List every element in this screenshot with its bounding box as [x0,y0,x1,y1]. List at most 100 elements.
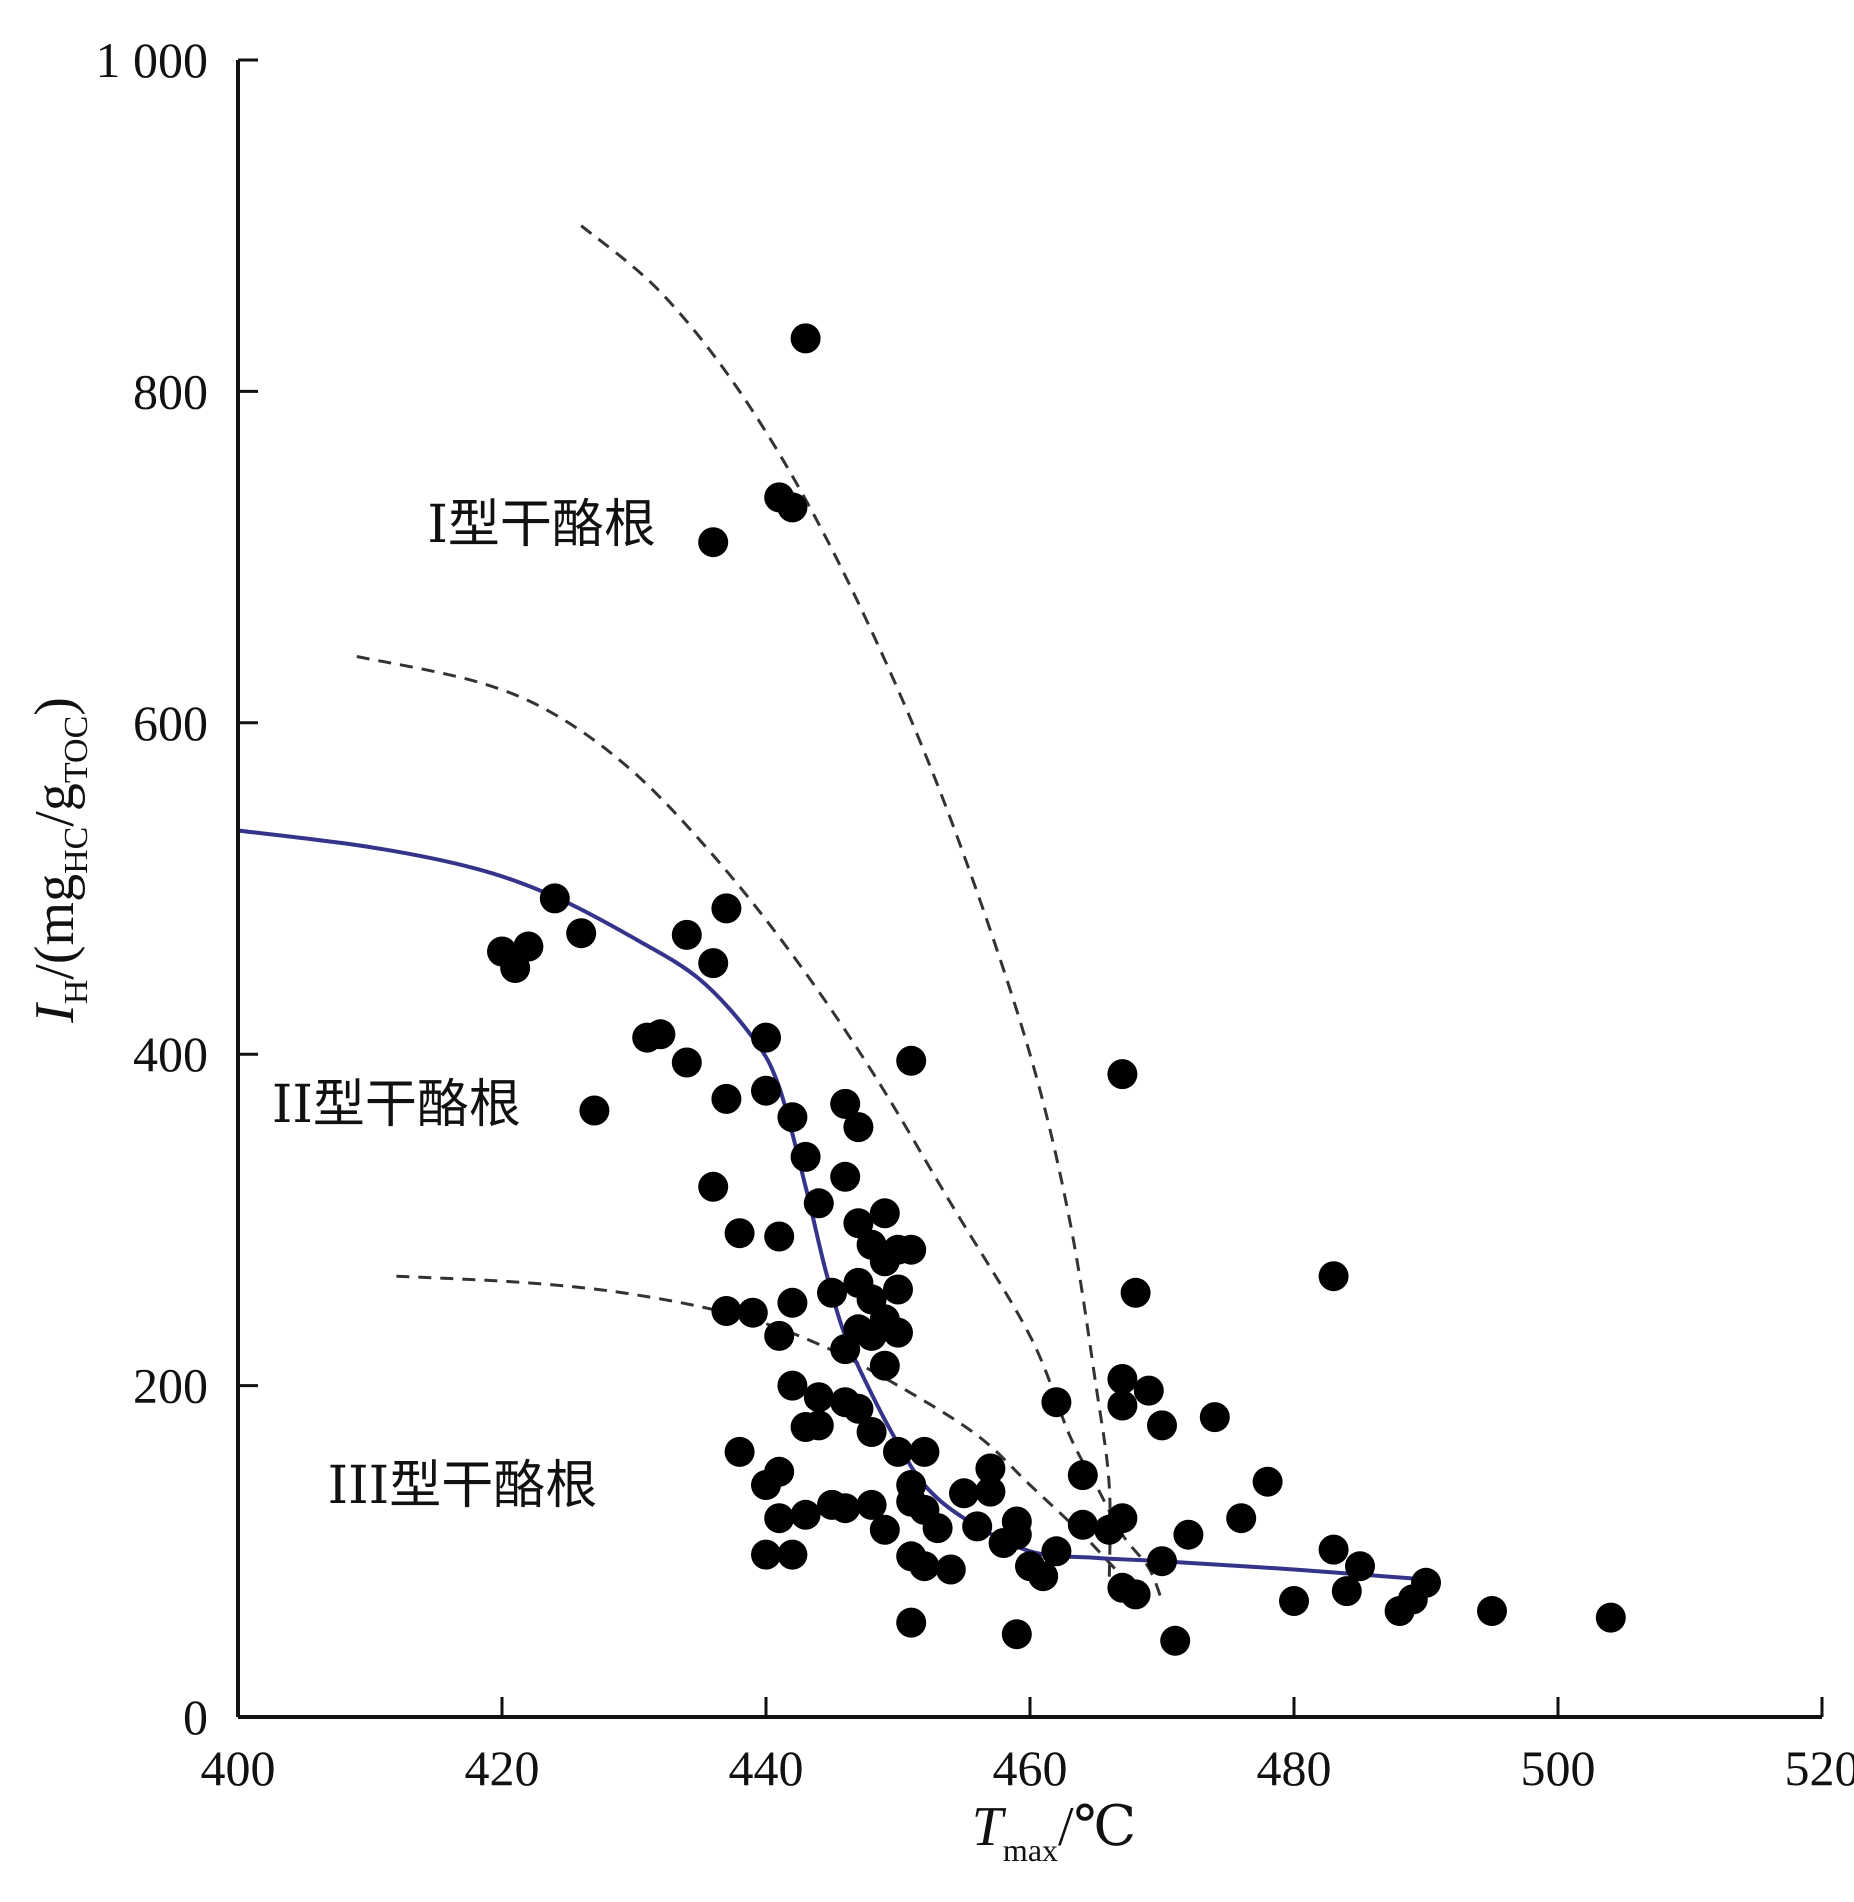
data-point [790,323,821,354]
data-point [724,1218,755,1249]
data-point [1120,1579,1151,1610]
data-point [1595,1602,1626,1633]
data-point [1199,1402,1230,1433]
x-tick-label: 440 [729,1740,804,1796]
data-point [1067,1460,1098,1491]
data-point [1477,1596,1507,1626]
data-point [1279,1586,1309,1616]
data-point [1133,1375,1164,1406]
data-point [975,1476,1006,1507]
data-point [883,1436,913,1467]
x-tick-label: 520 [1785,1740,1854,1796]
data-point [764,1320,795,1351]
y-tick-label: 1 000 [96,32,209,88]
data-point [843,1393,874,1424]
data-point [790,1499,821,1530]
data-point [790,1141,821,1172]
data-point [566,918,597,949]
y-tick-label: 800 [133,363,208,419]
data-point [922,1513,953,1544]
y-axis-title: IH/(mgHC/gTOC) [24,697,95,1024]
data-point [1041,1387,1072,1418]
x-tick-label: 400 [201,1740,276,1796]
data-point [1173,1519,1204,1550]
data-point [856,1417,887,1447]
data-point [909,1436,940,1467]
data-point [1107,1503,1138,1534]
data-point [1107,1364,1138,1394]
data-point [764,1503,795,1534]
region-label-3: III型干酪根 [328,1456,598,1516]
data-point [869,1514,900,1545]
data-point [711,1083,742,1114]
data-point [777,1102,808,1133]
data-point [671,919,702,950]
data-point [777,1287,808,1318]
data-point [1001,1506,1032,1537]
axes: 400 420 440 460 480 500 520 0 200 400 600 800 1 000 [96,32,1854,1796]
data-point [843,1112,874,1143]
data-point [909,1551,940,1582]
data-point [803,1188,834,1219]
data-point [1107,1059,1138,1090]
data-point [1226,1503,1257,1534]
data-point [1345,1551,1375,1582]
data-point [1318,1534,1349,1565]
data-point [962,1511,993,1542]
data-point [896,1607,927,1638]
boundary-lines [356,224,1164,1602]
data-point [751,1539,781,1570]
x-tick-label: 420 [465,1740,540,1796]
data-point [1331,1576,1362,1607]
data-point [856,1489,887,1520]
data-point [500,953,531,983]
x-tick-label: 460 [993,1740,1068,1796]
data-point [935,1554,966,1585]
data-point [817,1277,847,1308]
data-point [843,1314,874,1345]
data-point [711,893,742,924]
data-point [698,1171,729,1202]
data-point [777,492,808,523]
data-point [698,527,729,558]
data-point [1160,1625,1191,1656]
data-point [883,1274,913,1305]
data-point [539,883,570,914]
data-point [883,1317,913,1348]
data-points [487,323,1626,1656]
data-point [671,1047,702,1078]
region-label-1: I型干酪根 [427,495,656,555]
data-point [975,1453,1006,1484]
data-point [830,1161,861,1192]
x-tick-label: 500 [1521,1740,1596,1796]
data-point [1001,1619,1032,1650]
data-point [896,1045,927,1076]
x-axis-title: Tmax/℃ [972,1796,1136,1868]
data-point [751,1075,781,1106]
y-tick-label: 400 [133,1026,208,1082]
data-point [1028,1561,1059,1592]
boundary-line-2 [356,655,1164,1602]
data-point [1147,1546,1177,1577]
data-point [1041,1536,1072,1567]
data-point [764,1456,795,1487]
data-point [1411,1567,1441,1598]
data-point [803,1382,834,1413]
data-point [579,1095,610,1126]
data-point [896,1234,927,1265]
data-point [1318,1261,1349,1292]
data-point [1107,1390,1138,1421]
boundary-line-1 [580,224,1112,1585]
region-labels: I型干酪根 II型干酪根 III型干酪根 [272,495,656,1516]
data-point [711,1296,742,1326]
data-point [777,1539,808,1570]
data-point [869,1198,900,1229]
data-point [1067,1509,1098,1540]
data-point [803,1410,834,1441]
data-point [777,1370,808,1401]
data-point [698,948,729,979]
data-point [513,931,544,962]
region-label-2: II型干酪根 [272,1075,521,1135]
